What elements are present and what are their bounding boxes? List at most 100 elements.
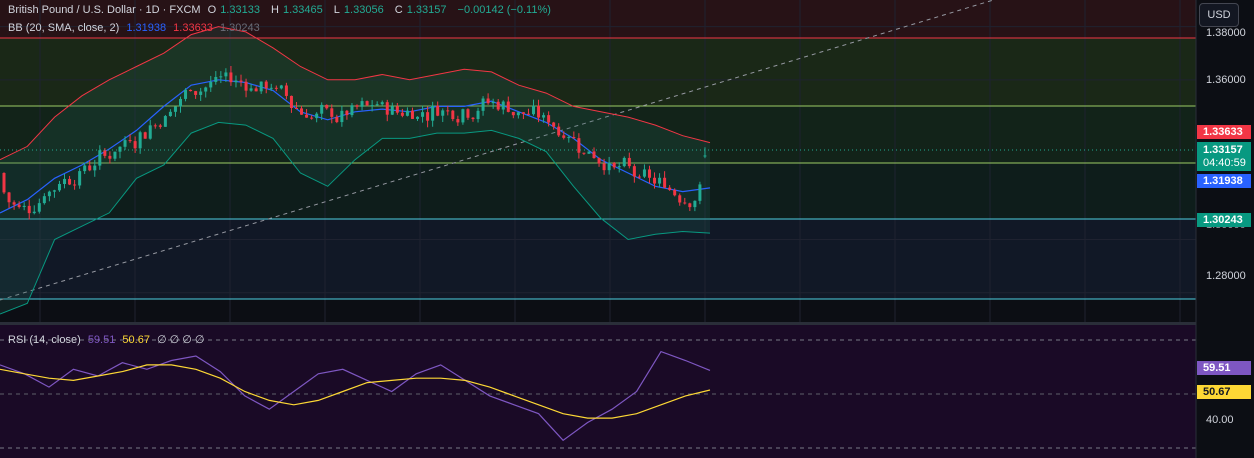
candle-body	[204, 87, 208, 92]
candle-body	[365, 101, 369, 106]
candle	[274, 85, 278, 92]
candle	[663, 171, 667, 189]
rsi-line	[0, 350, 711, 442]
symbol-title[interactable]: British Pound / U.S. Dollar · 1D · FXCM	[8, 4, 201, 16]
candle	[184, 88, 188, 102]
candle	[572, 131, 576, 139]
candle	[577, 133, 581, 159]
rsi-ma-value: 50.67	[122, 334, 150, 346]
candle	[83, 162, 87, 175]
candle	[466, 108, 470, 120]
candle-body	[562, 135, 566, 138]
candle-body	[416, 116, 420, 119]
candle-body	[511, 111, 515, 116]
candle-body	[340, 110, 344, 123]
candle-body	[113, 151, 117, 159]
last-price-value: 1.33157	[1203, 144, 1243, 156]
open-value: O 1.33133	[207, 4, 260, 16]
candle	[511, 111, 515, 119]
candle	[239, 74, 243, 87]
candle	[27, 199, 31, 220]
candle	[678, 193, 682, 206]
candle	[199, 87, 203, 101]
low-value: L 1.33056	[333, 4, 384, 16]
candle-body	[532, 105, 535, 115]
candle-body	[476, 110, 480, 120]
price-pane[interactable]	[0, 0, 1196, 322]
candle-body	[300, 108, 304, 115]
candle-body	[703, 155, 707, 157]
candle-body	[138, 132, 142, 149]
candle	[491, 98, 495, 109]
candle-body	[622, 157, 626, 167]
candle-body	[597, 158, 601, 164]
candle	[496, 98, 500, 112]
candle	[350, 103, 354, 118]
pane-separator[interactable]	[0, 322, 1254, 325]
candle	[168, 109, 172, 117]
candle	[163, 114, 167, 127]
candle-body	[663, 177, 667, 188]
candle-body	[27, 205, 31, 214]
rsi-pane[interactable]	[0, 325, 1196, 458]
candlesticks[interactable]	[2, 65, 707, 220]
zone-top	[0, 0, 1196, 38]
candle-body	[577, 138, 581, 153]
zone-bottom	[0, 219, 1196, 299]
candle	[647, 165, 651, 184]
candle	[78, 168, 82, 189]
candle	[340, 105, 344, 127]
candle	[12, 200, 16, 210]
candle-body	[320, 104, 324, 114]
candle	[627, 152, 631, 169]
candle	[547, 111, 551, 127]
bb-basis-line	[0, 79, 711, 214]
candle	[113, 151, 117, 162]
candle-body	[194, 91, 198, 95]
rsi-ma-tag: 50.67	[1197, 385, 1251, 399]
candle	[118, 146, 122, 159]
candle-body	[224, 72, 228, 77]
close-value: C 1.33157	[394, 4, 447, 16]
candle	[123, 136, 127, 150]
candle	[693, 200, 697, 212]
candle-body	[315, 113, 319, 119]
candle	[637, 174, 641, 179]
trend-line[interactable]	[0, 0, 1000, 301]
candle-body	[73, 184, 77, 186]
candle	[98, 145, 102, 170]
candle	[128, 134, 132, 143]
candle	[673, 188, 677, 197]
change-value: −0.00142 (−0.11%)	[457, 4, 551, 16]
candle-body	[526, 113, 530, 115]
candle	[632, 164, 636, 183]
candle	[289, 95, 293, 113]
candle	[52, 189, 56, 198]
candle-body	[214, 76, 218, 82]
candle-body	[289, 95, 293, 108]
candle-body	[249, 88, 253, 91]
bb-legend[interactable]: BB (20, SMA, close, 2) 1.31938 1.33633 1…	[8, 22, 264, 34]
candle-body	[688, 203, 692, 208]
candle	[461, 108, 465, 125]
bb-label[interactable]: BB (20, SMA, close, 2)	[8, 22, 120, 34]
candle	[446, 105, 450, 116]
rsi-legend[interactable]: RSI (14, close) 59.51 50.67 ∅ ∅ ∅ ∅	[8, 333, 209, 346]
candle-body	[653, 177, 657, 184]
candle-body	[93, 165, 97, 171]
candle-body	[506, 101, 510, 112]
candle-body	[184, 89, 188, 99]
candle	[320, 102, 324, 120]
price-grid	[0, 0, 1196, 322]
candle	[284, 82, 288, 100]
symbol-legend[interactable]: British Pound / U.S. Dollar · 1D · FXCM …	[8, 4, 555, 16]
candle	[365, 100, 369, 107]
candle-body	[673, 189, 677, 196]
bb-lower-value: 1.30243	[219, 22, 260, 34]
price-tick-4: 1.28000	[1206, 270, 1246, 282]
currency-button[interactable]: USD	[1199, 3, 1239, 27]
price-axis[interactable]	[1196, 0, 1254, 458]
rsi-label[interactable]: RSI (14, close)	[8, 334, 81, 346]
candle-body	[12, 202, 16, 205]
